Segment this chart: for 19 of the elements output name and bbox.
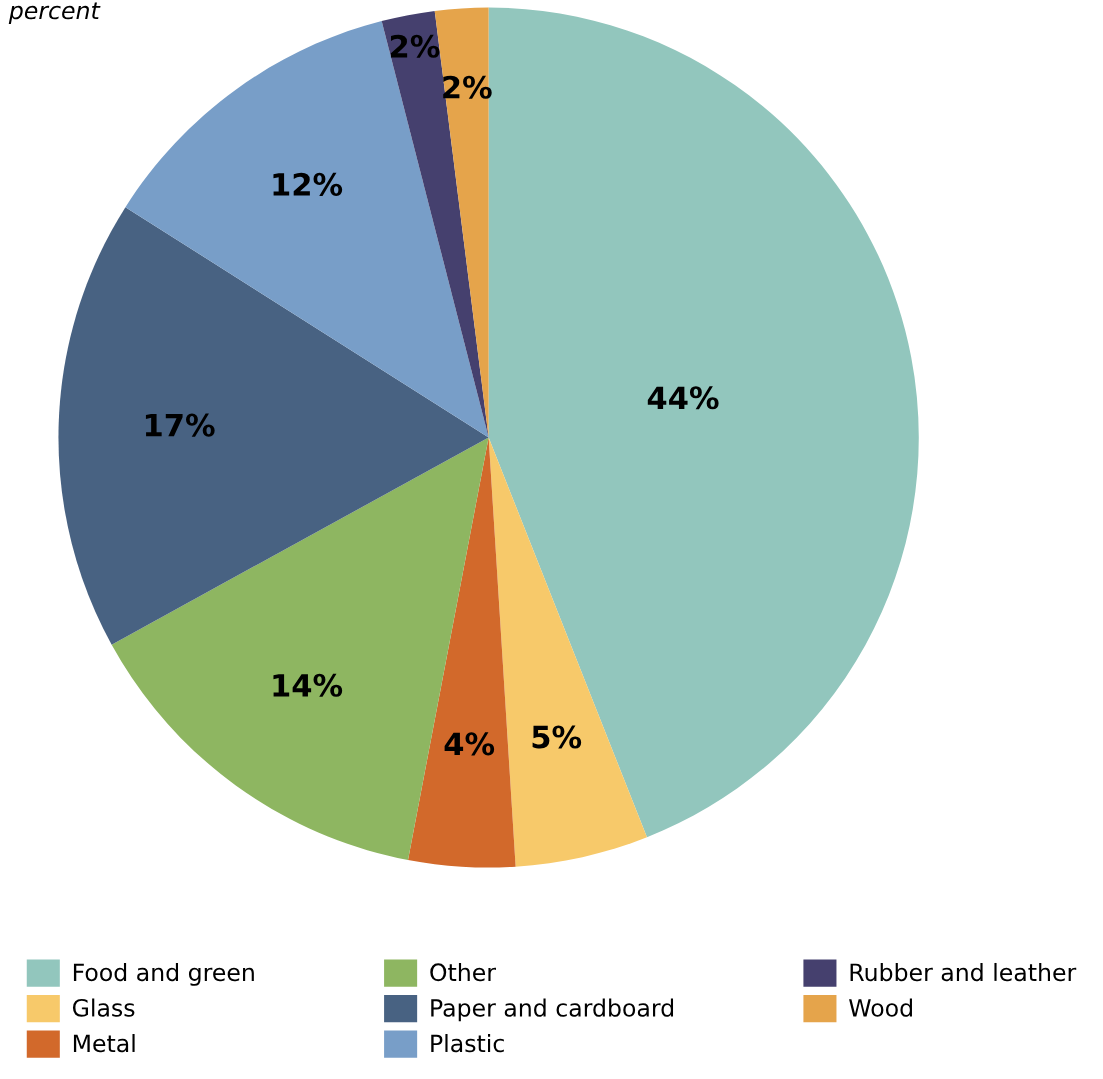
data-label: 44% [647,386,719,410]
pie-slice [408,437,516,868]
legend-label: Rubber and leather [850,962,1077,982]
legend-label: Food and green [73,962,254,986]
legend-label: Wood [849,998,912,1017]
data-label: 12% [273,172,343,196]
data-label: 5% [532,725,582,749]
legend-label: Other [430,962,496,982]
legend-label: Paper and cardboard [431,998,674,1022]
data-label: 2% [443,75,492,99]
data-label: 14% [273,673,343,697]
pie-slice [58,207,489,645]
data-label: 4% [444,732,495,756]
legend-label: Metal [73,1034,135,1053]
data-label: 2% [390,34,440,58]
legend-label: Glass [72,998,135,1017]
legend-label: Plastic [431,1034,504,1053]
data-label: 17% [145,413,215,437]
chart-subtitle: percent [8,2,101,24]
